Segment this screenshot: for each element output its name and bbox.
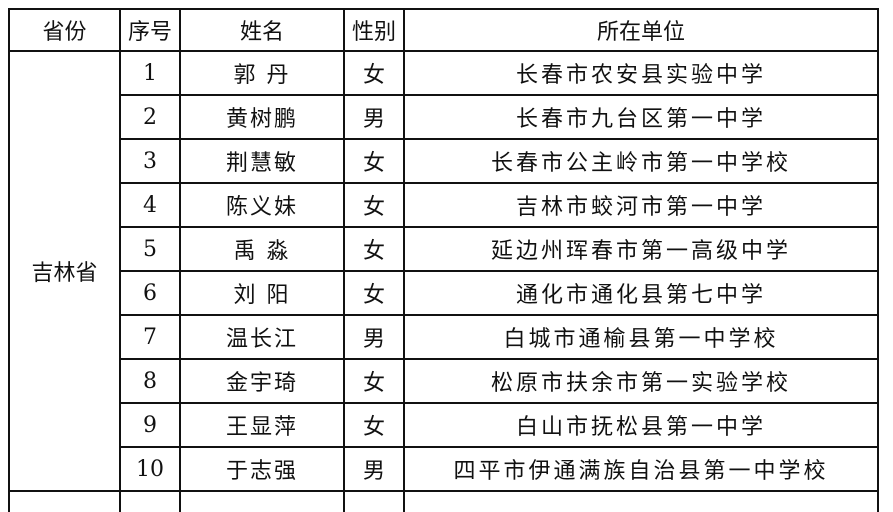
table-row: 吉林省 1 郭 丹女长春市农安县实验中学 xyxy=(8,50,879,492)
unit-cell: 吉林市蛟河市第一中学 xyxy=(403,182,879,228)
table-row: 4 陈义妹女吉林市蛟河市第一中学 xyxy=(9,182,879,228)
name-cell: 郭 丹 xyxy=(179,50,345,96)
name-cell: 温长江 xyxy=(179,314,345,360)
number-cell: 5 xyxy=(119,226,181,272)
gender-cell: 男 xyxy=(343,446,405,492)
name-cell: 金宇琦 xyxy=(179,358,345,404)
unit-cell: 长春市农安县实验中学 xyxy=(403,50,879,96)
table-row: 10 于志强男四平市伊通满族自治县第一中学校 xyxy=(9,446,879,492)
header-unit: 所在单位 xyxy=(403,8,879,52)
header-gender: 性别 xyxy=(343,8,405,52)
unit-cell: 白城市通榆县第一中学校 xyxy=(403,314,879,360)
name-cell: 陈义妹 xyxy=(179,182,345,228)
gender-cell: 男 xyxy=(343,94,405,140)
table-row: 3 荆慧敏女长春市公主岭市第一中学校 xyxy=(9,138,879,184)
empty-cell xyxy=(343,490,405,512)
table-row: 9 王显萍女白山市抚松县第一中学 xyxy=(9,402,879,448)
name-cell: 刘 阳 xyxy=(179,270,345,316)
empty-cell xyxy=(179,490,345,512)
number-cell: 2 xyxy=(119,94,181,140)
name-cell: 禹 淼 xyxy=(179,226,345,272)
number-cell: 4 xyxy=(119,182,181,228)
unit-cell: 通化市通化县第七中学 xyxy=(403,270,879,316)
name-cell: 王显萍 xyxy=(179,402,345,448)
table-row: 8 金宇琦女松原市扶余市第一实验学校 xyxy=(9,358,879,404)
table-row: 7 温长江男白城市通榆县第一中学校 xyxy=(9,314,879,360)
number-cell: 10 xyxy=(119,446,181,492)
gender-cell: 男 xyxy=(343,314,405,360)
name-cell: 荆慧敏 xyxy=(179,138,345,184)
gender-cell: 女 xyxy=(343,226,405,272)
next-row-partial xyxy=(8,490,879,512)
unit-cell: 延边州珲春市第一高级中学 xyxy=(403,226,879,272)
header-province: 省份 xyxy=(8,8,121,52)
unit-cell: 四平市伊通满族自治县第一中学校 xyxy=(403,446,879,492)
number-cell: 8 xyxy=(119,358,181,404)
unit-cell: 白山市抚松县第一中学 xyxy=(403,402,879,448)
name-cell: 黄树鹏 xyxy=(179,94,345,140)
header-name: 姓名 xyxy=(179,8,345,52)
number-cell: 7 xyxy=(119,314,181,360)
gender-cell: 女 xyxy=(343,182,405,228)
gender-cell: 女 xyxy=(343,50,405,96)
empty-cell xyxy=(8,490,121,512)
gender-cell: 女 xyxy=(343,270,405,316)
empty-cell xyxy=(403,490,879,512)
header-row: 省份 序号 姓名 性别 所在单位 xyxy=(8,8,879,52)
empty-cell xyxy=(119,490,181,512)
unit-cell: 长春市公主岭市第一中学校 xyxy=(403,138,879,184)
teacher-list-table: 省份 序号 姓名 性别 所在单位 吉林省 1 郭 丹女长春市农安县实验中学 2 黄树鹏男… xyxy=(8,8,879,512)
number-cell: 1 xyxy=(119,50,181,96)
number-cell: 9 xyxy=(119,402,181,448)
number-cell: 6 xyxy=(119,270,181,316)
province-cell: 吉林省 xyxy=(8,50,121,492)
gender-cell: 女 xyxy=(343,138,405,184)
number-cell: 3 xyxy=(119,138,181,184)
unit-cell: 长春市九台区第一中学 xyxy=(403,94,879,140)
unit-cell: 松原市扶余市第一实验学校 xyxy=(403,358,879,404)
name-cell: 于志强 xyxy=(179,446,345,492)
header-number: 序号 xyxy=(119,8,181,52)
table-row: 2 黄树鹏男长春市九台区第一中学 xyxy=(9,94,879,140)
gender-cell: 女 xyxy=(343,358,405,404)
gender-cell: 女 xyxy=(343,402,405,448)
